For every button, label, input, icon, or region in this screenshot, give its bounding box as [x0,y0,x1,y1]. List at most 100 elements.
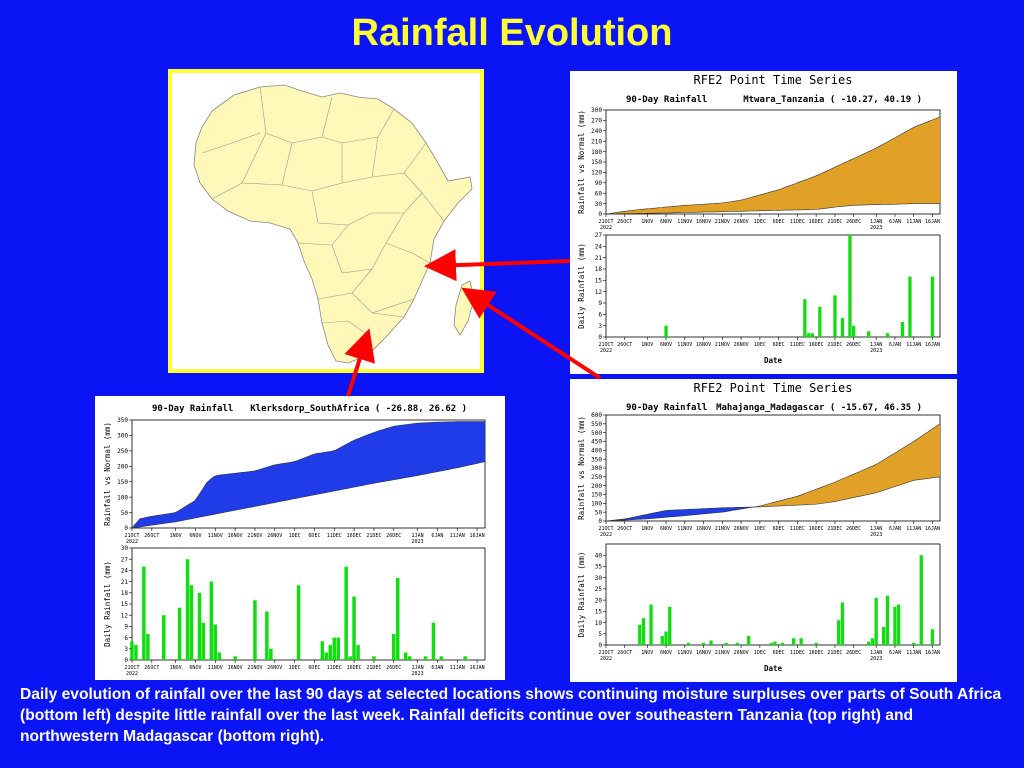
x-tick-label: 21DEC [827,526,842,532]
x-tick-label: 11NOV [677,526,692,532]
x-tick-label: 1DEC [754,219,766,225]
y-tick-label: 9 [598,300,602,307]
daily-bar [870,638,875,645]
accum-area-0 [606,507,751,521]
daily-bar [882,627,886,645]
x-tick-label: 16JAN [470,665,485,671]
daily-bar [919,555,923,645]
x-tick-label: 11JAN [906,650,921,656]
daily-bar [253,600,257,660]
x-tick-label: 1NOV [641,342,653,348]
x-tick-label: 26OCT [617,526,632,532]
daily-bar [769,642,773,645]
daily-frame [605,234,941,338]
y-tick-label: 25 [595,586,603,593]
daily-bar [818,306,822,337]
y-tick-label: 15 [595,609,603,616]
x-year-label: 2023 [870,348,882,354]
daily-bar [930,629,935,645]
x-tick-label: 21NOV [715,650,730,656]
x-tick-label: 1NOV [641,526,653,532]
y-tick-label: 0 [124,525,128,532]
y-tick-label: 6 [124,635,128,642]
x-tick-label: 6NOV [660,650,672,656]
x-year-label: 2022 [126,539,138,545]
y-tick-label: 15 [595,278,603,285]
x-tick-label: 1DEC [289,665,301,671]
y-tick-label: 30 [595,201,603,208]
daily-bar [146,633,150,660]
x-tick-label: 6JAN [431,665,443,671]
x-tick-label: 26NOV [734,219,749,225]
x-tick-label: 11NOV [677,219,692,225]
x-tick-label: 6JAN [889,342,901,348]
accum-area-0 [132,421,485,528]
x-year-label: 2022 [600,348,612,354]
x-tick-label: 26NOV [734,342,749,348]
x-tick-label: 21NOV [715,342,730,348]
x-tick-label: 11DEC [327,665,342,671]
y-tick-label: 350 [117,417,128,424]
x-tick-label: 21OCT [124,533,139,539]
x-tick-label: 11JAN [450,533,465,539]
y-tick-label: 9 [124,624,128,631]
y-tick-label: 50 [121,510,129,517]
accum-line-normal [605,423,941,522]
daily-bar [209,581,214,660]
daily-bar [177,607,182,660]
mtwara-chart: RFE2 Point Time Series 90-Day Rainfall Mtw… [577,73,941,365]
daily-bar [197,592,202,660]
x-tick-label: 26DEC [846,219,861,225]
y-tick-label: 21 [121,579,129,586]
y-tick-label: 18 [595,266,603,273]
daily-bar [852,325,856,337]
x-tick-label: 1JAN [870,219,882,225]
y-tick-label: 30 [121,545,129,552]
x-tick-label: 11JAN [450,665,465,671]
daily-bar [773,641,777,645]
x-tick-label: 11JAN [906,342,921,348]
y-tick-label: 50 [595,509,603,516]
y-tick-label: 200 [117,463,128,470]
x-tick-label: 6NOV [660,219,672,225]
daily-bar [356,645,360,660]
x-tick-label: 1JAN [870,342,882,348]
daily-bar [269,648,273,660]
daily-bar [189,585,194,660]
x-tick-label: 1DEC [289,533,301,539]
x-tick-label: 6NOV [660,342,672,348]
chart-title: 90-Day Rainfall [152,403,233,414]
x-tick-label: 6DEC [773,342,785,348]
daily-bar [638,624,642,645]
accum-ylabel: Rainfall vs Normal (mm) [577,110,586,214]
y-tick-label: 20 [595,597,603,604]
daily-bar [799,638,803,645]
daily-bar [162,615,166,660]
y-tick-label: 600 [591,412,602,419]
x-tick-label: 16DEC [347,665,362,671]
x-tick-label: 21NOV [715,526,730,532]
daily-bar [893,606,897,645]
daily-frame [605,543,941,646]
daily-bar [686,642,691,645]
x-tick-label: 11JAN [906,219,921,225]
x-year-label: 2023 [870,656,882,662]
x-tick-label: 11NOV [677,342,692,348]
daily-bar [833,295,837,337]
y-tick-label: 35 [595,564,603,571]
y-tick-label: 250 [591,474,602,481]
daily-bar [840,318,845,337]
x-tick-label: 16DEC [347,533,362,539]
daily-bar [320,641,325,660]
accum-area-1 [606,116,940,214]
x-tick-label: 21OCT [598,650,613,656]
daily-bar [332,637,336,660]
accum-ylabel: Rainfall vs Normal (mm) [577,416,586,520]
y-tick-label: 250 [117,448,128,455]
y-tick-label: 300 [591,465,602,472]
x-year-label: 2022 [600,532,612,538]
chart-location: Mtwara_Tanzania ( -10.27, 40.19 ) [743,94,922,105]
mahajanga-chart: RFE2 Point Time Series 90-Day Rainfall Mah… [577,381,941,673]
y-tick-label: 240 [591,128,602,135]
y-tick-label: 550 [591,421,602,428]
